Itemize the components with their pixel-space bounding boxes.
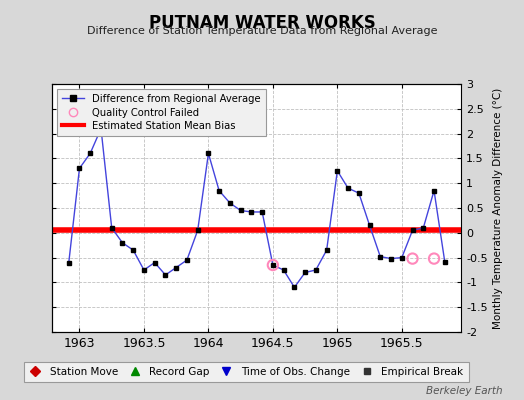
Legend: Station Move, Record Gap, Time of Obs. Change, Empirical Break: Station Move, Record Gap, Time of Obs. C… <box>24 362 468 382</box>
Point <box>430 255 438 262</box>
Point <box>269 262 277 268</box>
Y-axis label: Monthly Temperature Anomaly Difference (°C): Monthly Temperature Anomaly Difference (… <box>493 87 503 329</box>
Legend: Difference from Regional Average, Quality Control Failed, Estimated Station Mean: Difference from Regional Average, Qualit… <box>58 89 266 136</box>
Point <box>408 255 417 262</box>
Text: PUTNAM WATER WORKS: PUTNAM WATER WORKS <box>149 14 375 32</box>
Text: Berkeley Earth: Berkeley Earth <box>427 386 503 396</box>
Text: Difference of Station Temperature Data from Regional Average: Difference of Station Temperature Data f… <box>87 26 437 36</box>
